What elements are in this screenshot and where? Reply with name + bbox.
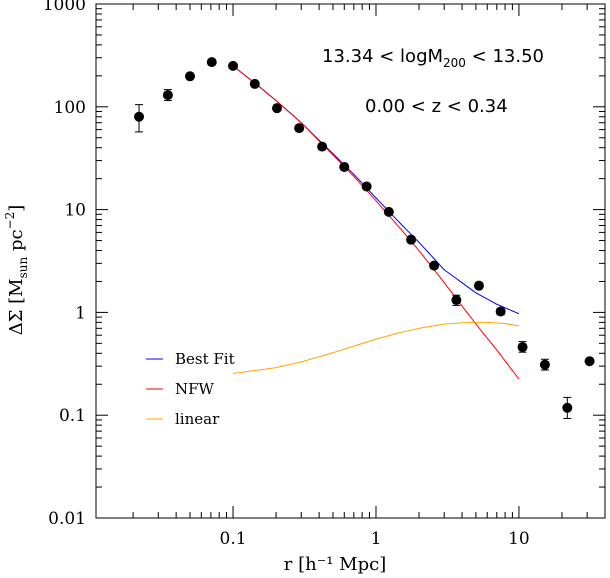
y-tick-label: 10 [64, 201, 86, 221]
curve-nfw [232, 65, 520, 380]
data-marker [317, 141, 328, 152]
data-marker [294, 123, 305, 134]
data-marker [271, 103, 282, 114]
y-tick-label: 1000 [43, 0, 86, 15]
x-tick-label: 1 [371, 529, 382, 549]
data-marker [562, 402, 573, 413]
data-point [584, 356, 595, 367]
data-point [228, 60, 239, 71]
y-axis-label-main: ΔΣ [M [6, 278, 27, 335]
data-point [185, 71, 196, 82]
legend-label-best-fit: Best Fit [175, 350, 235, 368]
y-axis-label-sup: −2 [3, 212, 17, 230]
y-axis-label-end: ] [6, 205, 27, 212]
data-marker [249, 78, 260, 89]
legend: Best Fit NFW linear [146, 350, 235, 428]
annotation-mass-sub: 200 [443, 56, 466, 70]
data-point [361, 181, 372, 192]
data-point [162, 89, 173, 102]
annotation-redshift-range: 0.00 < z < 0.34 [365, 96, 508, 117]
data-point [317, 141, 328, 152]
data-point [134, 104, 145, 133]
data-point [271, 103, 282, 114]
data-marker [162, 90, 173, 101]
y-axis-label-sub: sun [16, 257, 30, 279]
data-marker [584, 356, 595, 367]
data-point [539, 358, 550, 371]
data-point [406, 234, 417, 245]
x-tick-label: 10 [508, 529, 530, 549]
y-axis-label-tail: pc [6, 229, 27, 256]
curve-linear [232, 321, 520, 374]
annotation-mass-text: 13.34 < logM [322, 46, 443, 67]
y-tick-label: 100 [54, 98, 86, 118]
x-axis-label: r [h⁻¹ Mpc] [284, 554, 386, 575]
data-marker [361, 181, 372, 192]
data-marker [406, 234, 417, 245]
data-marker [339, 161, 350, 172]
data-point [339, 161, 350, 172]
data-marker [134, 111, 145, 122]
data-point [473, 280, 484, 291]
data-point [562, 396, 573, 419]
x-tick-label: 0.1 [220, 529, 247, 549]
data-point [429, 260, 440, 271]
data-marker [517, 342, 528, 353]
data-marker [383, 206, 394, 217]
data-marker [429, 260, 440, 271]
data-marker [539, 359, 550, 370]
annotation-mass-range: 13.34 < logM200 < 13.50 [322, 46, 544, 70]
annotation-mass-tail: < 13.50 [466, 46, 544, 67]
data-marker [206, 57, 217, 68]
legend-label-linear: linear [175, 410, 220, 428]
data-marker [451, 295, 462, 306]
data-marker [473, 280, 484, 291]
y-tick-label: 1 [75, 303, 86, 323]
data-point [517, 341, 528, 353]
data-point [206, 57, 217, 68]
data-point [451, 294, 462, 306]
y-tick-label: 0.01 [48, 509, 86, 529]
model-curves [232, 65, 520, 380]
data-point [383, 206, 394, 217]
data-point [495, 306, 506, 317]
data-marker [495, 306, 506, 317]
y-tick-label: 0.1 [59, 406, 86, 426]
data-point [294, 123, 305, 134]
svg-text:13.34 < logM200 < 13.50: 13.34 < logM200 < 13.50 [322, 46, 544, 70]
data-marker [228, 60, 239, 71]
data-marker [185, 71, 196, 82]
chart-axes: 0.1 1 10 0.01 0.1 1 10 100 1000 [43, 0, 606, 549]
legend-label-nfw: NFW [175, 380, 215, 398]
plot-frame [95, 3, 606, 519]
annotation-redshift-text: 0.00 < z < 0.34 [365, 96, 508, 117]
y-axis-label: ΔΣ [Msun pc−2] [3, 205, 30, 336]
data-points [134, 57, 595, 419]
data-point [249, 78, 260, 89]
